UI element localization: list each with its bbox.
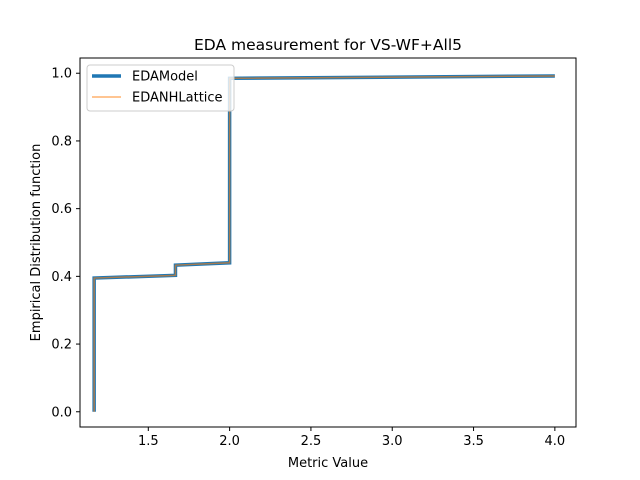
legend-label-edamodel: EDAModel <box>132 70 198 85</box>
y-tick-label: 1.0 <box>51 67 72 82</box>
x-tick-label: 4.0 <box>545 434 566 449</box>
x-tick-label: 2.0 <box>219 434 240 449</box>
x-axis-ticks: 1.5 2.0 2.5 3.0 3.5 4.0 <box>138 427 565 449</box>
y-axis-label: Empirical Distribution function <box>29 144 44 342</box>
chart-title: EDA measurement for VS-WF+All5 <box>194 36 462 54</box>
x-tick-label: 2.5 <box>301 434 322 449</box>
legend-label-edanhlattice: EDANHLattice <box>132 91 223 106</box>
y-axis-ticks: 0.0 0.2 0.4 0.6 0.8 1.0 <box>51 67 80 420</box>
legend-box <box>86 64 235 112</box>
x-tick-label: 3.5 <box>463 434 484 449</box>
y-tick-label: 0.6 <box>51 202 72 217</box>
y-tick-label: 0.8 <box>51 134 72 149</box>
x-axis-label: Metric Value <box>288 456 368 471</box>
y-tick-label: 0.4 <box>51 270 72 285</box>
x-tick-label: 3.0 <box>382 434 403 449</box>
x-tick-label: 1.5 <box>138 434 159 449</box>
y-tick-label: 0.0 <box>51 405 72 420</box>
legend: EDAModel EDANHLattice <box>86 64 235 112</box>
plot-area-frame <box>79 57 577 428</box>
y-tick-label: 0.2 <box>51 338 72 353</box>
